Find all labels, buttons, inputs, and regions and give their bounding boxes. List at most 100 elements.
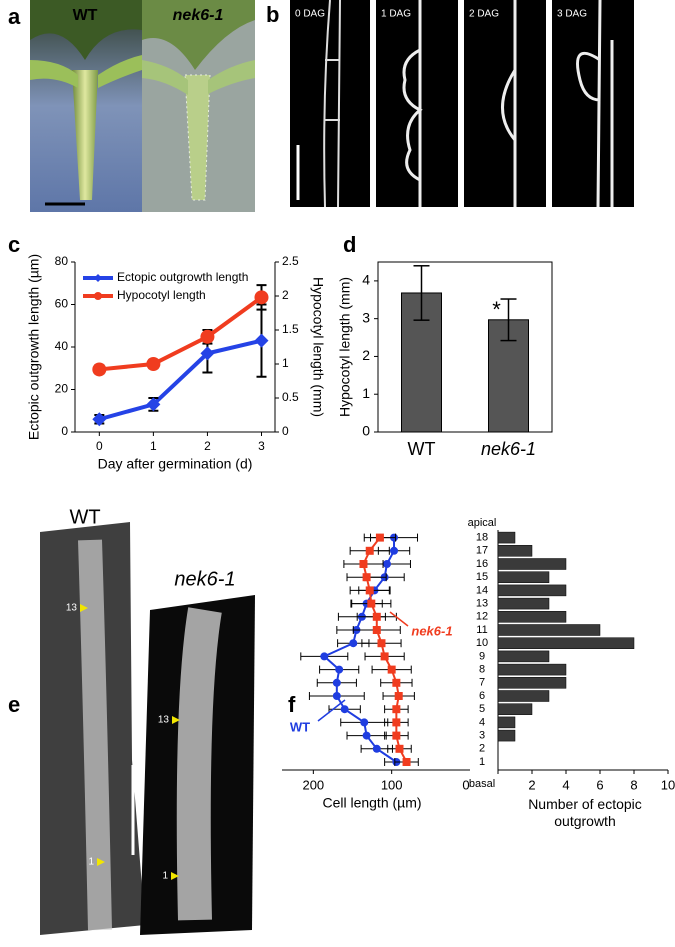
panel-label: d xyxy=(343,232,356,257)
x-tick-label: 2 xyxy=(204,439,211,453)
y-tick-label: 20 xyxy=(55,382,69,396)
data-point xyxy=(375,533,384,542)
panel-label: a xyxy=(8,4,21,29)
series-line xyxy=(322,537,397,763)
bar xyxy=(497,531,516,544)
data-point xyxy=(392,705,401,714)
data-point xyxy=(359,560,368,568)
x-tick-label: 4 xyxy=(562,777,569,792)
x-tick-label: 0 xyxy=(96,439,103,453)
data-point xyxy=(335,665,344,674)
y-axis-label: Ectopic outgrowth length (µm) xyxy=(26,254,42,440)
data-point xyxy=(200,346,215,361)
data-point xyxy=(349,639,358,648)
data-point xyxy=(92,362,107,377)
time-label: 3 DAG xyxy=(557,9,587,20)
data-point xyxy=(332,678,341,687)
y-tick-label: 1 xyxy=(362,385,370,401)
plot-frame xyxy=(377,261,553,433)
axis-end-label: apical xyxy=(468,517,497,529)
data-point xyxy=(392,731,401,740)
time-label: 2 DAG xyxy=(469,9,499,20)
y2-tick-label: 2.5 xyxy=(282,254,299,268)
x-tick-label: 6 xyxy=(596,777,603,792)
y-tick-label: 60 xyxy=(55,297,69,311)
category-label: 5 xyxy=(479,703,485,715)
y2-tick-label: 0.5 xyxy=(282,390,299,404)
label-leader xyxy=(389,611,409,627)
data-point xyxy=(200,329,215,344)
series-label: WT xyxy=(290,719,310,734)
x-tick-label: 100 xyxy=(381,777,403,792)
legend-label: Ectopic outgrowth length xyxy=(117,270,248,284)
data-point xyxy=(392,678,401,687)
x-tick-label: 200 xyxy=(302,777,324,792)
data-point xyxy=(365,586,374,595)
data-point xyxy=(377,639,386,648)
significance-mark: * xyxy=(492,297,501,322)
x-tick-label: nek6-1 xyxy=(481,439,536,459)
data-point xyxy=(387,665,396,674)
bar xyxy=(497,584,567,597)
bar xyxy=(497,729,516,742)
bar xyxy=(497,624,601,636)
panel-label: e xyxy=(8,692,20,717)
category-label: 3 xyxy=(479,730,485,742)
bar xyxy=(497,690,550,702)
y2-axis-label: Hypocotyl length (mm) xyxy=(310,277,326,417)
bar xyxy=(488,319,529,433)
bar xyxy=(497,558,567,570)
bar xyxy=(497,611,567,623)
bar xyxy=(497,545,533,557)
x-tick-label: WT xyxy=(408,439,436,459)
cell-marker: 1 xyxy=(162,871,168,882)
genotype-label: nek6-1 xyxy=(173,7,224,24)
y2-tick-label: 1.5 xyxy=(282,322,299,336)
y2-tick-label: 2 xyxy=(282,288,289,302)
panel-label: f xyxy=(288,692,296,717)
y-tick-label: 40 xyxy=(55,339,69,353)
bar xyxy=(497,716,516,729)
legend-marker xyxy=(94,274,102,282)
data-point xyxy=(395,744,404,753)
category-label: 12 xyxy=(476,611,488,623)
data-point xyxy=(372,626,381,634)
series-label: nek6-1 xyxy=(411,623,452,638)
category-label: 9 xyxy=(479,650,485,662)
bar xyxy=(497,650,550,663)
y-tick-label: 3 xyxy=(362,309,370,325)
data-point xyxy=(92,412,107,427)
data-point xyxy=(362,573,371,582)
label-leader xyxy=(317,699,346,722)
y-tick-label: 2 xyxy=(362,347,370,363)
time-label: 1 DAG xyxy=(381,9,411,20)
data-point xyxy=(360,718,369,727)
data-point xyxy=(390,546,399,555)
data-point xyxy=(392,718,401,727)
category-label: 14 xyxy=(476,584,488,596)
panel-a-image xyxy=(30,0,255,212)
bar xyxy=(497,637,635,649)
genotype-label: WT xyxy=(69,506,100,528)
category-label: 16 xyxy=(476,558,488,570)
legend-label: Hypocotyl length xyxy=(117,288,206,302)
y2-tick-label: 1 xyxy=(282,356,289,370)
bar xyxy=(497,703,533,715)
category-label: 7 xyxy=(479,677,485,689)
x-tick-label: 1 xyxy=(150,439,157,453)
cell-marker: 13 xyxy=(66,603,78,614)
genotype-label: WT xyxy=(73,7,98,24)
category-label: 11 xyxy=(476,624,487,636)
y-axis-label: Hypocotyl length (mm) xyxy=(337,277,353,417)
data-point xyxy=(380,652,389,661)
x-tick-label: 2 xyxy=(528,777,535,792)
x-tick-label: 0 xyxy=(462,777,469,792)
data-point xyxy=(146,357,161,371)
data-point xyxy=(402,758,411,766)
category-label: 2 xyxy=(479,743,485,755)
x-axis-label: Cell length (µm) xyxy=(322,795,421,811)
data-point xyxy=(146,397,161,412)
data-point xyxy=(394,692,403,700)
y-tick-label: 0 xyxy=(61,424,68,438)
